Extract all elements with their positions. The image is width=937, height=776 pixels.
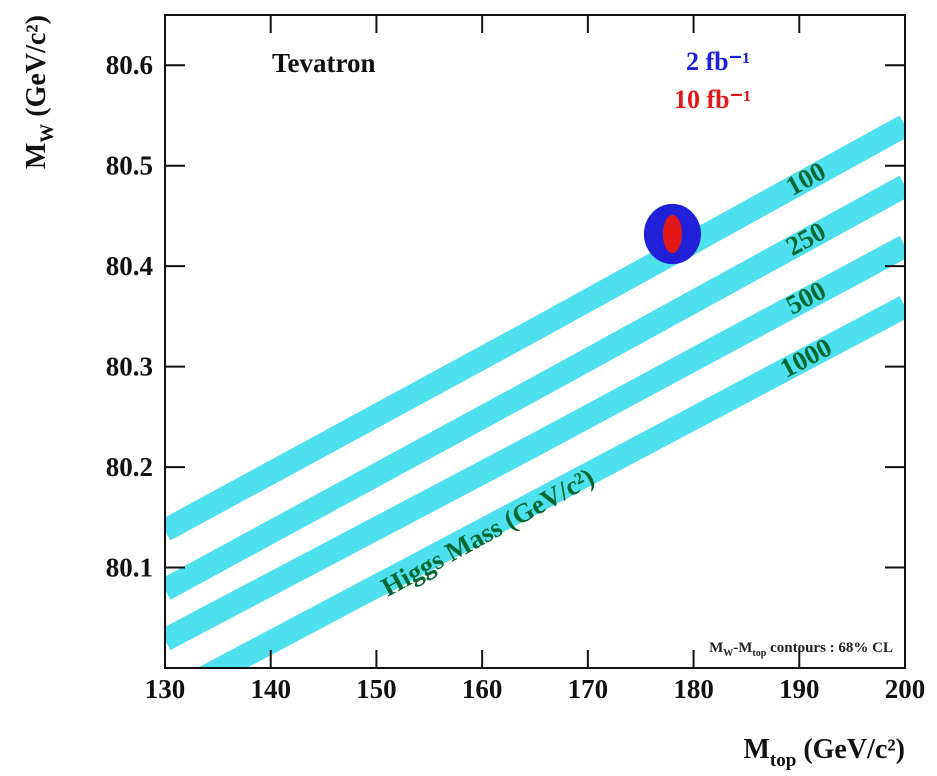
x-tick-label: 180 <box>673 674 714 704</box>
x-label-part: M <box>743 734 769 765</box>
y-tick-label: 80.1 <box>106 553 153 583</box>
x-label-part: (GeV/c²) <box>796 734 905 765</box>
y-tick-label: 80.3 <box>106 352 153 382</box>
y-tick-label: 80.6 <box>106 50 153 80</box>
y-label-part: M <box>21 143 52 169</box>
x-tick-label: 160 <box>462 674 503 704</box>
legend-entry: 2 fb⁻¹ <box>686 47 750 76</box>
x-tick-label: 140 <box>250 674 291 704</box>
y-axis-label: MW (GeV/c²) <box>21 15 58 169</box>
bands <box>165 115 905 668</box>
note-part: contours : 68% CL <box>766 640 893 656</box>
x-tick-label: 130 <box>145 674 186 704</box>
x-tick-label: 200 <box>885 674 926 704</box>
contour-ellipse <box>662 214 682 254</box>
x-tick-label: 150 <box>356 674 397 704</box>
tevatron-label: Tevatron <box>272 48 376 78</box>
note-part: M <box>709 640 723 656</box>
x-tick-label: 170 <box>568 674 609 704</box>
legend-entry: 10 fb⁻¹ <box>674 85 751 114</box>
note-part: top <box>752 648 766 659</box>
x-tick-label: 190 <box>779 674 820 704</box>
note-part: W <box>723 648 733 659</box>
y-tick-label: 80.5 <box>106 151 153 181</box>
y-tick-label: 80.2 <box>106 452 153 482</box>
y-label-part: W <box>37 124 58 143</box>
x-axis-label: Mtop (GeV/c²) <box>743 734 905 771</box>
note: MW-Mtop contours : 68% CL <box>709 640 893 659</box>
y-label-part: (GeV/c²) <box>21 15 52 124</box>
band-annotation: Higgs Mass (GeV/c²) <box>376 462 599 602</box>
plot-frame <box>164 14 906 669</box>
y-tick-label: 80.4 <box>106 251 153 281</box>
higgs-band <box>197 296 905 668</box>
higgs-band <box>165 175 905 600</box>
higgs-band <box>165 235 905 651</box>
x-label-part: top <box>770 750 796 771</box>
higgs-band <box>165 115 905 541</box>
note-part: -M <box>733 640 752 656</box>
